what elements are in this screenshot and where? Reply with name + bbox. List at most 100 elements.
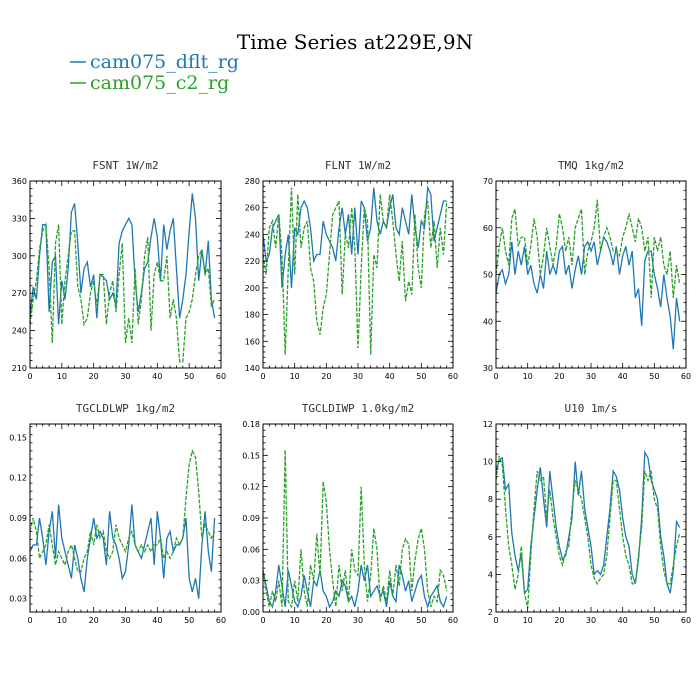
x-tick-label: 60 bbox=[448, 372, 458, 381]
x-tick-label: 60 bbox=[681, 616, 691, 625]
y-tick-label: 180 bbox=[245, 311, 260, 320]
y-tick-label: 240 bbox=[245, 230, 260, 239]
x-tick-label: 30 bbox=[586, 616, 596, 625]
panel-6: U10 1m/s 0 10 20 30 40 50 60 2 4 6 8 10 12 bbox=[483, 402, 691, 625]
y-tick-label: 2 bbox=[488, 608, 493, 617]
y-tick-label: 0.15 bbox=[9, 433, 27, 442]
y-tick-label: 330 bbox=[12, 214, 27, 223]
x-tick-label: 30 bbox=[120, 616, 130, 625]
y-tick-label: 140 bbox=[245, 364, 260, 373]
x-tick-label: 60 bbox=[216, 372, 226, 381]
y-tick-label: 360 bbox=[12, 177, 27, 186]
y-tick-label: 0.06 bbox=[242, 545, 260, 554]
series-line-c2 bbox=[263, 187, 448, 355]
y-tick-label: 0.03 bbox=[9, 595, 27, 604]
x-tick-label: 20 bbox=[89, 372, 99, 381]
panel-2: FLNT 1W/m2 0 10 20 30 40 50 60 140 160 180 200 220 24… bbox=[245, 159, 458, 381]
x-tick-label: 30 bbox=[353, 616, 363, 625]
y-tick-label: 240 bbox=[12, 327, 27, 336]
y-tick-label: 0.06 bbox=[9, 554, 27, 563]
y-tick-label: 220 bbox=[245, 257, 260, 266]
y-tick-label: 40 bbox=[483, 317, 493, 326]
x-tick-label: 60 bbox=[448, 616, 458, 625]
panel-4: TGCLDLWP 1kg/m2 0 10 20 30 40 50 60 0.03 0.06 0.09… bbox=[9, 402, 226, 625]
y-tick-label: 160 bbox=[245, 337, 260, 346]
x-tick-label: 0 bbox=[27, 616, 32, 625]
legend: cam075_dflt_rg cam075_c2_rg bbox=[70, 51, 239, 94]
y-tick-label: 70 bbox=[483, 177, 493, 186]
panel-frame bbox=[495, 180, 687, 369]
x-tick-label: 0 bbox=[493, 616, 498, 625]
panel-3: TMQ 1kg/m2 0 10 20 30 40 50 60 30 40 50 60 70 bbox=[483, 159, 691, 381]
y-tick-label: 6 bbox=[488, 533, 493, 542]
y-tick-label: 12 bbox=[483, 420, 493, 429]
x-tick-label: 20 bbox=[321, 372, 331, 381]
x-tick-label: 20 bbox=[89, 616, 99, 625]
x-tick-label: 30 bbox=[586, 372, 596, 381]
series-line-dflt bbox=[263, 564, 448, 610]
x-tick-label: 50 bbox=[416, 616, 426, 625]
y-tick-label: 210 bbox=[12, 364, 27, 373]
x-tick-label: 40 bbox=[385, 372, 395, 381]
x-tick-label: 10 bbox=[523, 616, 533, 625]
x-tick-label: 10 bbox=[290, 616, 300, 625]
x-tick-label: 50 bbox=[649, 616, 659, 625]
x-tick-label: 50 bbox=[184, 616, 194, 625]
y-tick-label: 8 bbox=[488, 495, 493, 504]
y-tick-label: 0.15 bbox=[242, 451, 260, 460]
panel-title: TGCLDLWP 1kg/m2 bbox=[76, 402, 175, 415]
y-tick-label: 50 bbox=[483, 271, 493, 280]
panels-group: FSNT 1W/m20 10 20 30 40 50 6021024027030033036… bbox=[9, 159, 691, 625]
y-tick-label: 0.03 bbox=[242, 577, 260, 586]
y-tick-label: 0.18 bbox=[242, 420, 260, 429]
panel-title: FLNT 1W/m2 bbox=[325, 159, 391, 172]
x-tick-label: 10 bbox=[523, 372, 533, 381]
x-tick-label: 60 bbox=[216, 616, 226, 625]
y-tick-label: 0.09 bbox=[242, 514, 260, 523]
panel-1: FSNT 1W/m2 0 10 20 30 40 50 60 210 240 270 300 330 36… bbox=[12, 159, 226, 381]
panel-title: FSNT 1W/m2 bbox=[92, 159, 158, 172]
panel-title: U10 1m/s bbox=[565, 402, 618, 415]
x-tick-label: 50 bbox=[416, 372, 426, 381]
y-tick-label: 260 bbox=[245, 204, 260, 213]
x-tick-label: 0 bbox=[260, 616, 265, 625]
x-tick-label: 30 bbox=[120, 372, 130, 381]
x-tick-label: 10 bbox=[290, 372, 300, 381]
x-tick-label: 0 bbox=[260, 372, 265, 381]
y-tick-label: 0.00 bbox=[242, 608, 260, 617]
y-tick-label: 10 bbox=[483, 458, 493, 467]
series-line-c2 bbox=[263, 450, 448, 609]
series-line-c2 bbox=[496, 455, 681, 609]
figure-title: Time Series at229E,9N bbox=[237, 30, 473, 54]
x-tick-label: 20 bbox=[554, 616, 564, 625]
panel-frame bbox=[262, 180, 454, 369]
panel-frame bbox=[495, 423, 687, 613]
y-tick-label: 0.12 bbox=[242, 483, 260, 492]
x-tick-label: 50 bbox=[649, 372, 659, 381]
series-line-dflt bbox=[30, 504, 216, 599]
y-tick-label: 60 bbox=[483, 224, 493, 233]
x-tick-label: 10 bbox=[57, 372, 67, 381]
x-tick-label: 30 bbox=[353, 372, 363, 381]
x-tick-label: 40 bbox=[618, 372, 628, 381]
series-line-dflt bbox=[30, 193, 216, 325]
x-tick-label: 40 bbox=[152, 372, 162, 381]
x-tick-label: 20 bbox=[554, 372, 564, 381]
x-tick-label: 40 bbox=[152, 616, 162, 625]
y-tick-label: 30 bbox=[483, 364, 493, 373]
y-tick-label: 0.12 bbox=[9, 474, 27, 483]
y-tick-label: 200 bbox=[245, 284, 260, 293]
x-tick-label: 60 bbox=[681, 372, 691, 381]
y-tick-label: 280 bbox=[245, 177, 260, 186]
x-tick-label: 0 bbox=[493, 372, 498, 381]
y-tick-label: 270 bbox=[12, 289, 27, 298]
x-tick-label: 40 bbox=[385, 616, 395, 625]
series-line-dflt bbox=[496, 235, 681, 350]
y-tick-label: 0.09 bbox=[9, 514, 27, 523]
x-tick-label: 50 bbox=[184, 372, 194, 381]
panel-title: TGCLDIWP 1.0kg/m2 bbox=[302, 402, 415, 415]
x-tick-label: 10 bbox=[57, 616, 67, 625]
y-tick-label: 4 bbox=[488, 570, 493, 579]
x-tick-label: 20 bbox=[321, 616, 331, 625]
